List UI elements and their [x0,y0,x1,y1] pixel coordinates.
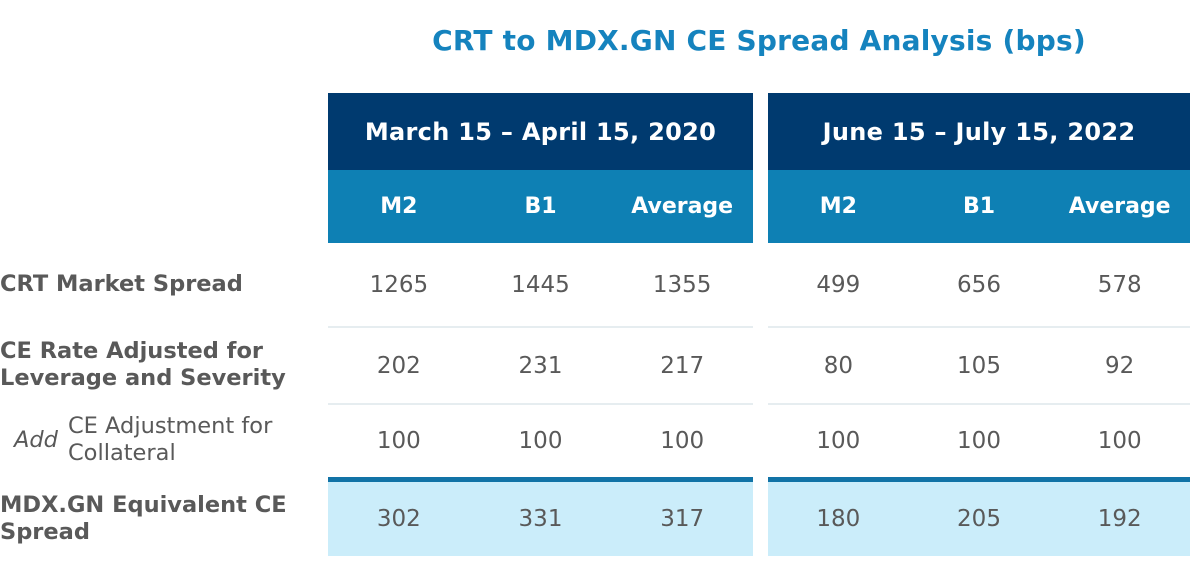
row-label-mdxgn-equivalent-ce-spread: MDX.GN Equivalent CE Spread [0,492,287,545]
label-header-spacer [0,93,328,243]
data-cell: 231 [518,352,563,379]
data-cell: 1265 [369,271,429,298]
data-cell: 100 [518,428,563,454]
thick-rule [328,477,753,482]
data-cell: 331 [518,506,563,532]
data-cell: 202 [376,352,421,379]
data-cell: 100 [376,428,421,454]
data-cell: 578 [1097,271,1142,298]
data-cell: 92 [1105,352,1135,379]
data-cell: 656 [957,271,1001,298]
row-label-ce-rate-adjusted: CE Rate Adjusted for Leverage and Severi… [0,337,286,391]
data-cell: 192 [1097,506,1142,532]
data-cell: 100 [1097,428,1142,454]
table-row: 499 656 578 [768,243,1190,326]
row-label-crt-market-spread: CRT Market Spread [0,271,243,297]
column-header-average: Average [631,194,734,219]
data-cell: 1355 [652,271,712,298]
period-header-2022: June 15 – July 15, 2022 [768,93,1190,170]
table-2022: June 15 – July 15, 2022 M2 B1 Average 49… [768,93,1190,556]
data-cell: 302 [376,506,421,532]
row-label-ce-adjustment-collateral: Add CE Adjustment for Collateral [0,403,328,477]
table-row: 80 105 92 [768,326,1190,403]
table-row: 1265 1445 1355 [328,243,753,326]
data-cell: 100 [957,428,1001,454]
table-gap [753,93,768,556]
column-header-b1: B1 [524,194,557,219]
page-title: CRT to MDX.GN CE Spread Analysis (bps) [432,24,1086,57]
data-cell: 100 [816,428,861,454]
period-header-2020: March 15 – April 15, 2020 [328,93,753,170]
column-headers-2020: M2 B1 Average [328,170,753,243]
column-header-b1: B1 [962,194,996,219]
data-cell: 317 [660,506,705,532]
data-cell: 80 [823,352,853,379]
data-cell: 217 [660,352,705,379]
table-row-highlighted: 180 205 192 [768,482,1190,556]
data-cell: 499 [816,271,861,298]
column-headers-2022: M2 B1 Average [768,170,1190,243]
table-row-highlighted: 302 331 317 [328,482,753,556]
table-layout: CRT Market Spread CE Rate Adjusted for L… [0,93,1195,556]
data-cell: 180 [816,506,861,532]
row-labels-column: CRT Market Spread CE Rate Adjusted for L… [0,93,328,556]
data-cell: 1445 [511,271,570,298]
ce-adjustment-label-text: CE Adjustment for Collateral [67,413,273,466]
table-row: 100 100 100 [328,403,753,477]
thick-rule [768,477,1190,482]
column-header-m2: M2 [819,194,857,219]
add-prefix-italic: Add [14,426,58,453]
data-cell: 205 [957,506,1001,532]
table-2020: March 15 – April 15, 2020 M2 B1 Average … [328,93,753,556]
table-row: 100 100 100 [768,403,1190,477]
table-row: 202 231 217 [328,326,753,403]
data-cell: 105 [957,352,1001,379]
column-header-average: Average [1068,194,1171,219]
column-header-m2: M2 [380,194,418,219]
data-cell: 100 [660,428,705,454]
